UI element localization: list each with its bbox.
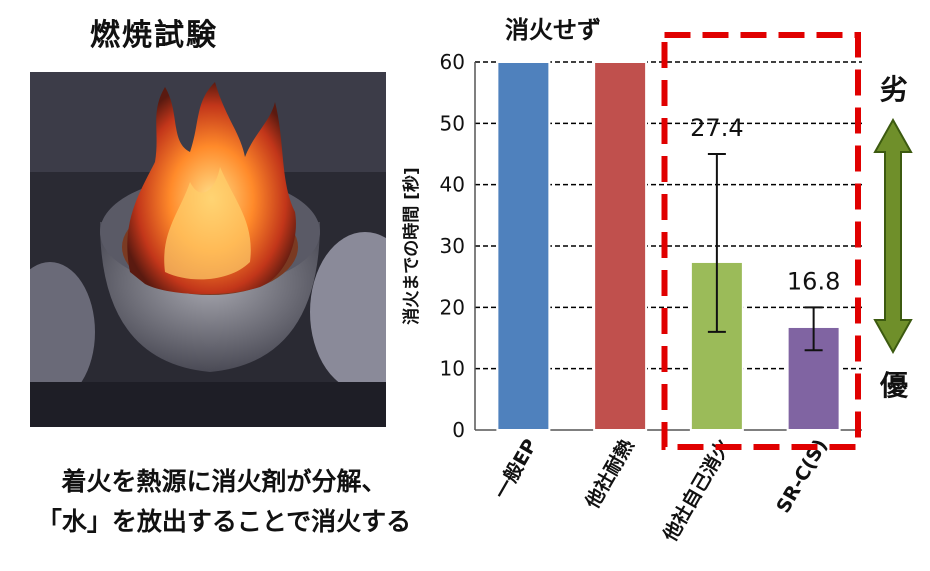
y-axis-label: 消火までの時間 [秒] <box>401 167 422 324</box>
y-tick-label: 40 <box>440 173 465 197</box>
burning-test-photo <box>30 72 386 427</box>
y-tick-label: 20 <box>440 295 465 319</box>
better-label: 優 <box>880 369 909 402</box>
bar <box>689 260 744 431</box>
x-tick-label: 他社耐熱 <box>580 435 638 513</box>
y-tick-label: 30 <box>440 234 465 258</box>
chart-title: 消火せず <box>505 16 601 44</box>
caption: 着火を熱源に消火剤が分解、 「水」を放出することで消火する <box>14 462 434 542</box>
caption-line-2: 「水」を放出することで消火する <box>36 507 412 536</box>
worse-label: 劣 <box>880 73 909 106</box>
data-label: 16.8 <box>787 267 840 295</box>
bar <box>593 61 648 431</box>
bar <box>496 61 551 431</box>
double-arrow-icon <box>873 118 913 354</box>
x-tick-label: 他社自己消火 <box>658 434 736 546</box>
data-label: 27.4 <box>690 114 743 142</box>
page-title: 燃焼試験 <box>90 18 218 53</box>
y-tick-label: 0 <box>452 418 465 442</box>
highlight-box <box>661 32 861 450</box>
x-tick-label: 一般EP <box>489 435 541 503</box>
y-tick-label: 50 <box>440 111 465 135</box>
caption-line-1: 着火を熱源に消火剤が分解、 <box>61 467 387 496</box>
y-tick-label: 10 <box>440 357 465 381</box>
y-tick-label: 60 <box>440 50 465 74</box>
